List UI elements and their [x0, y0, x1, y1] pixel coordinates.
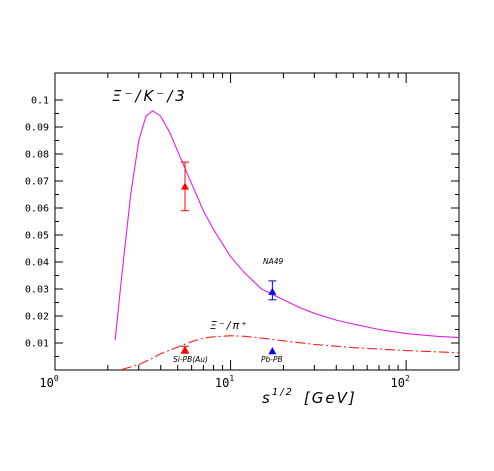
point-label-pb-pb: Pb-PB [261, 355, 283, 364]
data-point-marker [268, 347, 277, 355]
x-tick-label: 101 [215, 374, 234, 390]
y-tick-label: 0.06 [25, 204, 49, 215]
y-tick-label: 0.02 [25, 312, 49, 323]
y-tick-label: 0.01 [25, 339, 49, 350]
curve-label-xi-k: Ξ⁻/K⁻/3 [112, 87, 188, 105]
point-label-si-pb: Si-PB(Au) [173, 355, 208, 364]
data-point-marker [268, 287, 277, 295]
y-tick-label: 0.05 [25, 231, 49, 242]
y-axis: 0.01 0.02 0.03 0.04 0.05 0.06 0.07 0.08 0.09 0.1 [25, 96, 459, 357]
x-axis-label: s1/2 [GeV] [262, 387, 357, 407]
data-point-marker [180, 345, 189, 353]
data-point-marker [180, 182, 189, 190]
y-tick-label: 0.08 [25, 150, 49, 161]
svg-text:s1/2[GeV]: s1/2 [GeV] [262, 387, 357, 407]
y-tick-label: 0.1 [31, 96, 49, 107]
x-axis: 100 101 102 [39, 73, 460, 390]
x-axis-label-sup: 1/2 [272, 387, 294, 398]
y-tick-label: 0.04 [25, 258, 49, 269]
x-axis-label-main: s [262, 389, 272, 407]
x-tick-label: 102 [391, 374, 410, 390]
curves [114, 110, 460, 371]
x-axis-label-unit: [GeV] [304, 389, 357, 407]
y-tick-label: 0.09 [25, 123, 49, 134]
point-label-na49: NA49 [263, 257, 284, 266]
x-tick-label: 100 [39, 374, 58, 390]
series-line-0 [114, 110, 460, 341]
y-tick-label: 0.07 [25, 177, 49, 188]
series-line-1 [121, 335, 460, 371]
plot-frame [54, 72, 460, 371]
data-points [180, 161, 277, 355]
curve-label-xi-pi: Ξ⁻/π⁺ [210, 319, 249, 332]
y-tick-label: 0.03 [25, 285, 49, 296]
